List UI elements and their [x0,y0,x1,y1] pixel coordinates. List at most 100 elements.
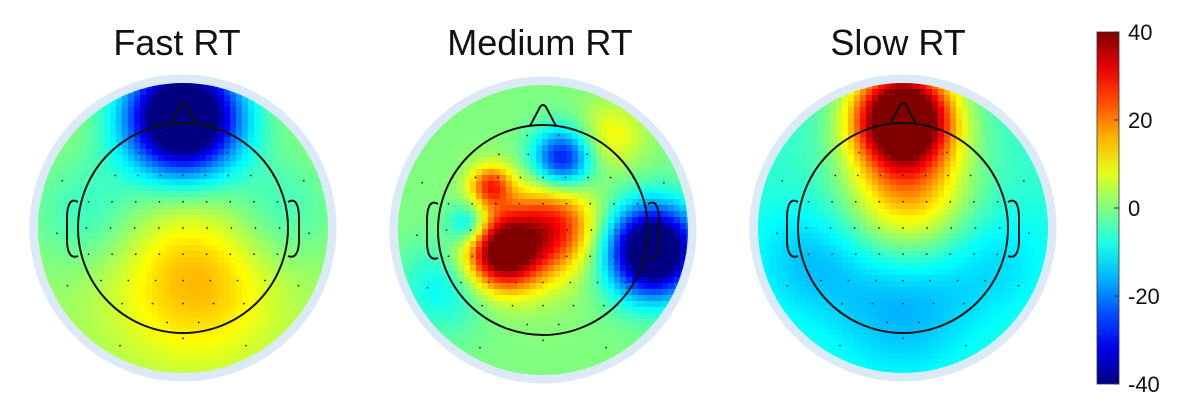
electrode [624,281,626,284]
head-outline [797,122,1009,334]
electrode [874,279,877,282]
electrode [614,229,617,231]
electrode [111,253,114,256]
electrode [229,200,232,203]
electrode [542,202,544,205]
electrode [974,227,977,229]
electrode [243,302,245,305]
electrode [925,253,928,256]
electrode [542,304,544,307]
electrode [527,153,530,156]
electrode [119,344,121,347]
colorbar-ticks [1114,31,1119,385]
electrode [668,234,670,237]
electrode [182,337,184,340]
ear [426,201,439,260]
electrode [158,253,161,256]
electrode [590,229,593,231]
electrode [902,253,904,256]
electrode [493,229,496,231]
electrode [902,302,904,305]
electrode [254,227,257,229]
electrode [133,227,136,229]
head-outline [437,124,649,336]
electrode [847,279,850,282]
electrode [886,132,889,135]
electrode [252,253,255,256]
electrode [807,200,810,203]
electrode [946,151,948,154]
electrode [902,279,904,282]
colorbar-tick-label: -40 [1128,372,1160,397]
electrode [519,176,522,179]
electrode [182,200,184,203]
electrode [158,200,161,203]
electrode [834,174,837,177]
electrode [447,202,450,205]
electrode [227,174,230,177]
electrode [950,227,953,229]
nose [169,102,197,125]
electrode [925,200,928,203]
map-halo [389,76,697,384]
electrode [526,134,529,137]
electrode [566,229,569,231]
map-title-slow-rt: Slow RT [830,22,966,63]
electrode [572,304,575,307]
electrode [902,174,904,177]
electrode [829,227,832,229]
electrode [278,227,281,229]
electrode [276,253,279,256]
electrode [100,279,102,282]
electrode [138,151,140,154]
electrode [494,202,497,205]
electrode [416,234,418,237]
electrode [998,227,1001,229]
electrode [786,284,789,287]
electrode [636,255,639,258]
electrode [114,174,117,177]
nose [889,102,917,125]
colorbar-tick-label: 20 [1128,108,1153,133]
electrode [204,174,207,177]
electrode [134,200,137,203]
electrode [996,253,999,256]
electrode [556,153,559,156]
electrode [589,202,592,205]
electrode [166,132,169,135]
electrode [1028,232,1030,235]
nose [529,104,557,127]
map-halo [749,74,1057,382]
electrode [926,227,929,229]
colorbar-tick-label: 40 [1128,20,1153,45]
electrode [230,227,233,229]
electrode [479,346,481,349]
electrode [487,281,490,284]
map-halo [29,74,337,382]
topomap-0 [29,74,337,382]
electrode [517,229,520,231]
electrode [776,232,778,235]
electrode [587,176,590,179]
electrode [917,132,920,135]
electrode [854,200,857,203]
electrode [209,279,212,282]
electrode [932,302,935,305]
electrode [807,253,810,256]
electrode [871,302,874,305]
head-outline [77,122,289,334]
electrode [831,200,834,203]
electrode [916,151,919,154]
electrode [1017,284,1020,287]
electrode [596,281,599,284]
electrode [542,339,544,342]
electrode [481,304,483,307]
electrode [612,202,615,205]
electrode [205,253,208,256]
electrode [182,253,184,256]
electrode [308,232,310,235]
topomap-2 [749,74,1057,382]
map-title-medium-rt: Medium RT [447,22,633,63]
electrode [496,176,499,179]
electrode [66,284,69,287]
